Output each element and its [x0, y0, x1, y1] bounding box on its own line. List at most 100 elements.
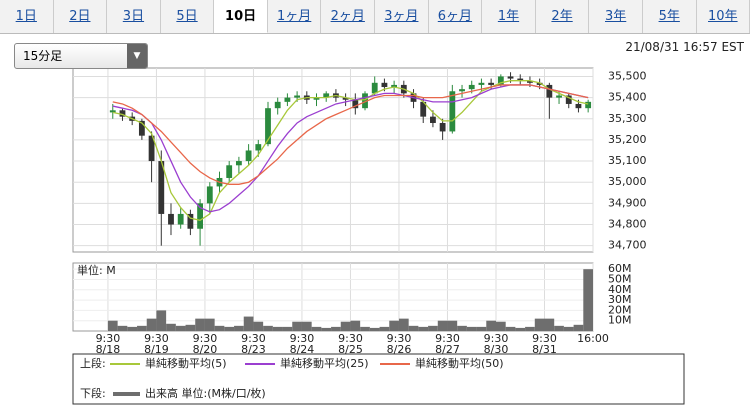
x-tick-label: 9:30 [484, 332, 509, 345]
volume-bar [515, 327, 526, 331]
volume-bar [175, 325, 186, 331]
y-tick-label: 35,200 [608, 133, 647, 146]
volume-bar [127, 326, 138, 331]
candle-body [235, 161, 242, 166]
candle-body [323, 93, 330, 98]
volume-bar [340, 321, 351, 331]
volume-bar [234, 325, 244, 331]
volume-bar [544, 318, 555, 331]
y-tick-label: 34,700 [608, 239, 647, 252]
y-tick-label: 35,400 [608, 91, 647, 104]
volume-bar [457, 325, 467, 331]
volume-bar [185, 324, 196, 331]
timestamp: 21/08/31 16:57 EST [625, 40, 744, 54]
dropdown-arrow[interactable]: ▼ [127, 44, 147, 68]
candle-body [527, 80, 533, 83]
period-tab[interactable]: 10年 [697, 0, 750, 33]
x-tick-label: 9:30 [532, 332, 557, 345]
volume-bar [282, 326, 293, 331]
candle-body [585, 101, 592, 109]
candle-body [187, 213, 194, 229]
volume-bar [447, 320, 458, 331]
legend-label: 単純移動平均(50) [415, 356, 504, 370]
volume-bar [379, 326, 390, 331]
candle-body [265, 108, 271, 145]
candle-body [109, 110, 116, 113]
volume-bar [360, 326, 370, 331]
candle-body [497, 76, 504, 85]
x-tick-date: 8/23 [241, 343, 266, 356]
volume-bar [525, 326, 535, 331]
volume-bar [505, 326, 516, 331]
interval-dropdown[interactable]: 15分足 ▼ [14, 43, 148, 69]
dropdown-text: 15分足 [23, 49, 63, 63]
candle-body [430, 116, 436, 123]
legend-label: 単純移動平均(5) [145, 356, 227, 370]
candle-body [468, 84, 475, 90]
volume-bar [166, 323, 176, 331]
candle-body [313, 97, 320, 100]
candle-body [556, 95, 562, 98]
x-tick-date: 8/20 [193, 343, 218, 356]
period-tab[interactable]: 5年 [643, 0, 697, 33]
period-tab[interactable]: 10日 [214, 0, 268, 33]
legend-upper-label: 上段: [80, 356, 106, 370]
period-tab[interactable]: 1ヶ月 [268, 0, 322, 33]
x-tick-date: 8/31 [532, 343, 557, 356]
volume-bar [369, 327, 380, 331]
candle-body [197, 203, 203, 229]
volume-bar [156, 310, 167, 331]
candle-body [342, 97, 349, 100]
x-tick-label: 9:30 [435, 332, 460, 345]
x-tick-date: 8/26 [387, 343, 412, 356]
candle-body [420, 101, 427, 117]
candle-body [168, 213, 174, 225]
x-tick-label: 16:00 [577, 332, 609, 345]
period-tab[interactable]: 6ヶ月 [429, 0, 483, 33]
x-tick-label: 9:30 [387, 332, 412, 345]
y-tick-label: 30M [608, 293, 632, 306]
y-tick-label: 35,500 [608, 69, 647, 82]
period-tab[interactable]: 2ヶ月 [321, 0, 376, 33]
legend-box [72, 353, 685, 405]
ma-line [112, 80, 589, 221]
volume-bar [389, 320, 399, 331]
x-tick-label: 9:30 [241, 332, 266, 345]
y-tick-label: 60M [608, 262, 632, 275]
candle-body [177, 213, 184, 225]
volume-bar [292, 321, 302, 331]
period-tab[interactable]: 3日 [107, 0, 161, 33]
volume-bar [263, 325, 273, 331]
candle-body [381, 82, 388, 88]
candle-body [439, 122, 446, 132]
period-tabs: 1日 2日 3日 5日 10日 1ヶ月 2ヶ月 3ヶ月 6ヶ月 1年 2年 3年 5年 10年 [0, 0, 750, 34]
x-tick-date: 8/30 [484, 343, 509, 356]
volume-bar [408, 325, 419, 331]
x-tick-label: 9:30 [338, 332, 363, 345]
x-tick-label: 9:30 [193, 332, 218, 345]
period-tab[interactable]: 1年 [482, 0, 536, 33]
volume-bar [466, 326, 477, 331]
period-tab[interactable]: 2年 [536, 0, 590, 33]
period-tab[interactable]: 3ヶ月 [375, 0, 429, 33]
x-tick-date: 8/27 [435, 343, 460, 356]
period-tab[interactable]: 3年 [589, 0, 643, 33]
volume-bar [224, 326, 235, 331]
volume-bar [272, 326, 283, 331]
y-tick-label: 50M [608, 272, 632, 285]
y-tick-label: 10M [608, 314, 632, 327]
period-tab[interactable]: 1日 [0, 0, 54, 33]
candle-body [138, 120, 145, 136]
price-panel [72, 67, 594, 253]
candle-body [362, 93, 368, 109]
volume-bar [428, 325, 438, 331]
x-tick-date: 8/24 [290, 343, 315, 356]
volume-bar [476, 326, 487, 331]
volume-bar [137, 325, 147, 331]
volume-bar [554, 325, 564, 331]
period-tab[interactable]: 5日 [161, 0, 215, 33]
period-tab[interactable]: 2日 [54, 0, 108, 33]
y-tick-label: 35,300 [608, 112, 647, 125]
volume-bar [563, 326, 574, 331]
volume-bar [301, 321, 312, 331]
